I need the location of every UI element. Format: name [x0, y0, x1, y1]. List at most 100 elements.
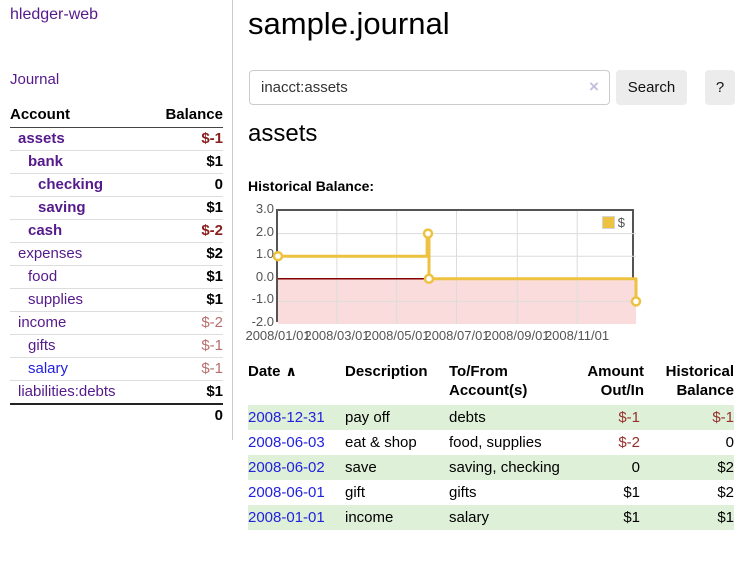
- account-balance: $1: [206, 153, 223, 170]
- x-tick: 2008/03/01: [304, 328, 370, 343]
- column-header-date[interactable]: Date ∧: [248, 362, 345, 405]
- account-link-expenses[interactable]: expenses: [18, 245, 83, 262]
- gridlines: [278, 211, 636, 324]
- transaction-date-link[interactable]: 2008-06-01: [248, 484, 325, 501]
- transaction-amount: $1: [623, 484, 640, 501]
- account-balance: $-2: [201, 222, 223, 239]
- account-link-food[interactable]: food: [28, 268, 58, 285]
- x-tick: 2008/09/01: [484, 328, 550, 343]
- search-input[interactable]: [249, 70, 610, 105]
- search-bar: × Search ?: [248, 70, 742, 105]
- account-row: assets $-1: [10, 128, 223, 151]
- legend-label: $: [617, 215, 625, 230]
- x-tick: 2008/05/01: [364, 328, 430, 343]
- account-row: checking 0: [10, 174, 223, 197]
- transaction-balance: $1: [717, 509, 734, 526]
- transaction-date-link[interactable]: 2008-12-31: [248, 409, 325, 426]
- register-header-row: Date ∧ Description To/From Account(s) Amo…: [248, 362, 734, 405]
- account-link-gifts[interactable]: gifts: [28, 337, 56, 354]
- page-title: sample.journal: [248, 6, 450, 41]
- account-link-supplies[interactable]: supplies: [28, 291, 84, 308]
- chart-title: Historical Balance:: [248, 178, 375, 194]
- sidebar: hledger-web Journal Account Balance asse…: [0, 0, 233, 440]
- column-header-amount: Amount Out/In: [568, 362, 644, 405]
- transaction-date-link[interactable]: 2008-01-01: [248, 509, 325, 526]
- transaction-description: income: [345, 509, 394, 526]
- transaction-description: pay off: [345, 409, 390, 426]
- transaction-accounts: gifts: [449, 484, 477, 501]
- y-tick: 0.0: [255, 269, 274, 284]
- y-tick: 2.0: [255, 224, 274, 239]
- transaction-accounts: food, supplies: [449, 434, 542, 451]
- transaction-row: 2008-06-02 save saving, checking 0 $2: [248, 455, 734, 480]
- x-tick: 2008/11/01: [544, 328, 610, 343]
- column-header-balance-line2: Balance: [676, 382, 734, 399]
- account-link-salary[interactable]: salary: [28, 360, 69, 377]
- account-link-liabilities-debts[interactable]: liabilities:debts: [18, 383, 116, 400]
- account-link-assets[interactable]: assets: [18, 130, 65, 147]
- accounts-panel: Account Balance assets $-1 bank $1 check…: [10, 104, 223, 426]
- data-points: [272, 228, 642, 307]
- brand-link[interactable]: hledger-web: [10, 6, 99, 23]
- account-row: cash $-2: [10, 220, 223, 243]
- account-row: food $1: [10, 266, 223, 289]
- account-balance: $-2: [201, 314, 223, 331]
- account-row: bank $1: [10, 151, 223, 174]
- transaction-balance: 0: [725, 434, 734, 451]
- account-row: supplies $1: [10, 289, 223, 312]
- account-link-saving[interactable]: saving: [38, 199, 86, 216]
- y-tick: -1.0: [251, 291, 274, 306]
- help-button[interactable]: ?: [705, 70, 735, 105]
- account-link-bank[interactable]: bank: [28, 153, 64, 170]
- transaction-balance: $2: [717, 484, 734, 501]
- x-tick: 2008/07/01: [424, 328, 490, 343]
- account-link-checking[interactable]: checking: [38, 176, 104, 193]
- account-row: salary $-1: [10, 358, 223, 381]
- transaction-accounts: saving, checking: [449, 459, 560, 476]
- transaction-date-link[interactable]: 2008-06-02: [248, 459, 325, 476]
- plot-canvas: [272, 211, 642, 324]
- transaction-amount: $-1: [618, 409, 640, 426]
- account-balance: $1: [206, 383, 223, 400]
- search-button[interactable]: Search: [616, 70, 687, 105]
- account-row: expenses $2: [10, 243, 223, 266]
- data-point: [422, 228, 434, 239]
- transaction-row: 2008-01-01 income salary $1 $1: [248, 505, 734, 530]
- transaction-balance: $-1: [712, 409, 734, 426]
- transaction-balance: $2: [717, 459, 734, 476]
- transaction-amount: $1: [623, 509, 640, 526]
- account-balance: $-1: [201, 337, 223, 354]
- y-tick: -2.0: [251, 314, 274, 329]
- register-table: Date ∧ Description To/From Account(s) Amo…: [248, 362, 734, 530]
- transaction-date-link[interactable]: 2008-06-03: [248, 434, 325, 451]
- account-heading: assets: [248, 120, 318, 147]
- column-header-accounts: To/From Account(s): [449, 362, 568, 405]
- account-balance: 0: [214, 176, 223, 193]
- data-point: [630, 296, 642, 307]
- transaction-amount: 0: [631, 459, 640, 476]
- column-header-description: Description: [345, 363, 428, 380]
- y-tick: 3.0: [255, 201, 274, 216]
- account-balance: $-1: [201, 130, 223, 147]
- y-tick: 1.0: [255, 246, 274, 261]
- column-header-balance: Historical Balance: [644, 362, 734, 405]
- account-row: saving $1: [10, 197, 223, 220]
- column-header-amount-line1: Amount: [587, 363, 644, 380]
- sort-ascending-icon: ∧: [285, 363, 297, 379]
- accounts-col-account: Account: [10, 106, 70, 123]
- column-header-date-label: Date: [248, 363, 281, 380]
- account-link-cash[interactable]: cash: [28, 222, 63, 239]
- sidebar-item-journal[interactable]: Journal: [10, 71, 60, 88]
- accounts-total-row: 0: [10, 403, 223, 426]
- transaction-description: save: [345, 459, 377, 476]
- account-balance: $2: [206, 245, 223, 262]
- transaction-description: eat & shop: [345, 434, 417, 451]
- transaction-row: 2008-12-31 pay off debts $-1 $-1: [248, 405, 734, 430]
- legend-swatch-icon: [601, 216, 615, 229]
- clear-search-icon[interactable]: ×: [589, 77, 599, 96]
- chart-legend: $: [599, 214, 627, 231]
- account-link-income[interactable]: income: [18, 314, 67, 331]
- transaction-row: 2008-06-01 gift gifts $1 $2: [248, 480, 734, 505]
- accounts-total-value: 0: [214, 407, 223, 424]
